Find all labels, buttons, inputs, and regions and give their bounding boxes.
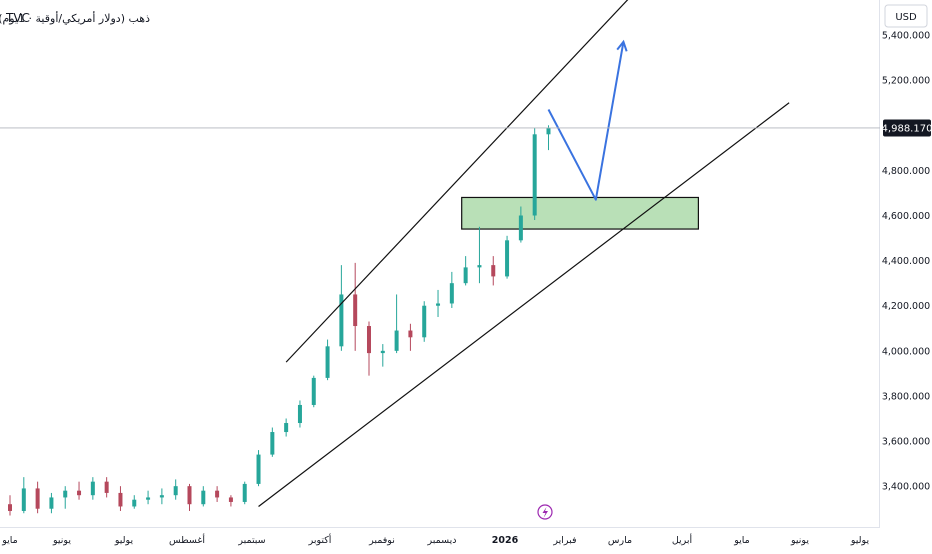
- candle-body: [228, 497, 233, 502]
- candle-body: [339, 294, 344, 347]
- price-tick-label: 4,600.000: [882, 211, 930, 222]
- time-tick-label: يونيو: [790, 535, 809, 546]
- candle-body: [532, 134, 537, 216]
- candle-body: [215, 490, 220, 498]
- time-tick-label: فبراير: [552, 535, 576, 546]
- projection-arrow: [547, 41, 625, 201]
- candle-body: [311, 377, 316, 405]
- candle-body: [449, 283, 454, 304]
- candle-body: [118, 492, 123, 507]
- candle-body: [505, 240, 510, 277]
- candle-body: [35, 488, 40, 509]
- candle-body: [366, 326, 371, 354]
- price-tick-label: 5,200.000: [882, 76, 930, 87]
- time-tick-label: أبريل: [672, 533, 693, 546]
- price-tick-label: 4,200.000: [882, 301, 930, 312]
- time-tick-label: 2026: [492, 535, 519, 546]
- time-tick-label: يوليو: [850, 535, 870, 546]
- currency-selector[interactable]: USD: [884, 4, 928, 28]
- price-tick-label: 4,400.000: [882, 256, 930, 267]
- candle-body: [49, 497, 54, 509]
- time-tick-label: ديسمبر: [427, 535, 457, 546]
- time-tick-label: مارس: [608, 535, 632, 546]
- symbol-title: (ذهب (دولار أمريكي/أوقية · 1يوم: [0, 11, 150, 25]
- support-zone: [461, 196, 699, 230]
- price-tick-label: 3,600.000: [882, 437, 930, 448]
- candle-body: [491, 265, 496, 277]
- candle-body: [187, 486, 192, 505]
- candle-body: [408, 330, 413, 338]
- channel-lower-line: [258, 102, 790, 507]
- candle-body: [463, 267, 468, 284]
- projection-arrow-head: [616, 39, 628, 52]
- candle-body: [90, 481, 95, 496]
- candle-body: [270, 432, 275, 455]
- candle-body: [63, 490, 68, 498]
- candle-body: [173, 486, 178, 496]
- candle-body: [77, 490, 82, 496]
- price-tick-label: 4,000.000: [882, 346, 930, 357]
- exchange-label: TVC: [5, 11, 30, 25]
- candle-body: [546, 127, 551, 135]
- candle-body: [436, 303, 441, 306]
- last-price-tag: [883, 119, 931, 137]
- time-tick-label: مايو: [1, 535, 18, 546]
- last-price-label: 4,988.170: [882, 123, 932, 134]
- time-tick-label: نوفمبر: [368, 535, 395, 546]
- price-tick-label: 3,800.000: [882, 391, 930, 402]
- price-tick-label: 5,400.000: [882, 31, 930, 42]
- candle-body: [256, 454, 261, 484]
- candle-body: [325, 346, 330, 378]
- currency-label: USD: [895, 12, 917, 23]
- candle-body: [8, 504, 12, 511]
- candle-body: [394, 330, 399, 351]
- price-tick-label: 3,400.000: [882, 482, 930, 493]
- candle-body: [132, 499, 137, 507]
- candle-body: [380, 350, 385, 354]
- channel-upper-line: [285, 0, 629, 363]
- candle-body: [159, 495, 164, 498]
- lightning-icon[interactable]: [537, 504, 553, 520]
- time-tick-label: يوليو: [114, 535, 134, 546]
- time-tick-label: أكتوبر: [308, 533, 332, 546]
- candle-body: [242, 483, 247, 502]
- candle-body: [518, 215, 523, 241]
- candle-body: [297, 404, 302, 424]
- candle-body: [201, 490, 206, 505]
- time-tick-label: أغسطس: [169, 533, 205, 546]
- candle-body: [104, 481, 109, 493]
- price-tick-label: 4,800.000: [882, 166, 930, 177]
- candle-body: [353, 294, 358, 327]
- candle-body: [21, 488, 26, 511]
- time-tick-label: يونيو: [52, 535, 71, 546]
- candle-body: [146, 497, 151, 500]
- candle-body: [422, 305, 427, 338]
- time-tick-label: سبتمبر: [237, 535, 265, 546]
- time-tick-label: مايو: [733, 535, 750, 546]
- candle-body: [477, 265, 482, 268]
- candle-body: [284, 423, 289, 433]
